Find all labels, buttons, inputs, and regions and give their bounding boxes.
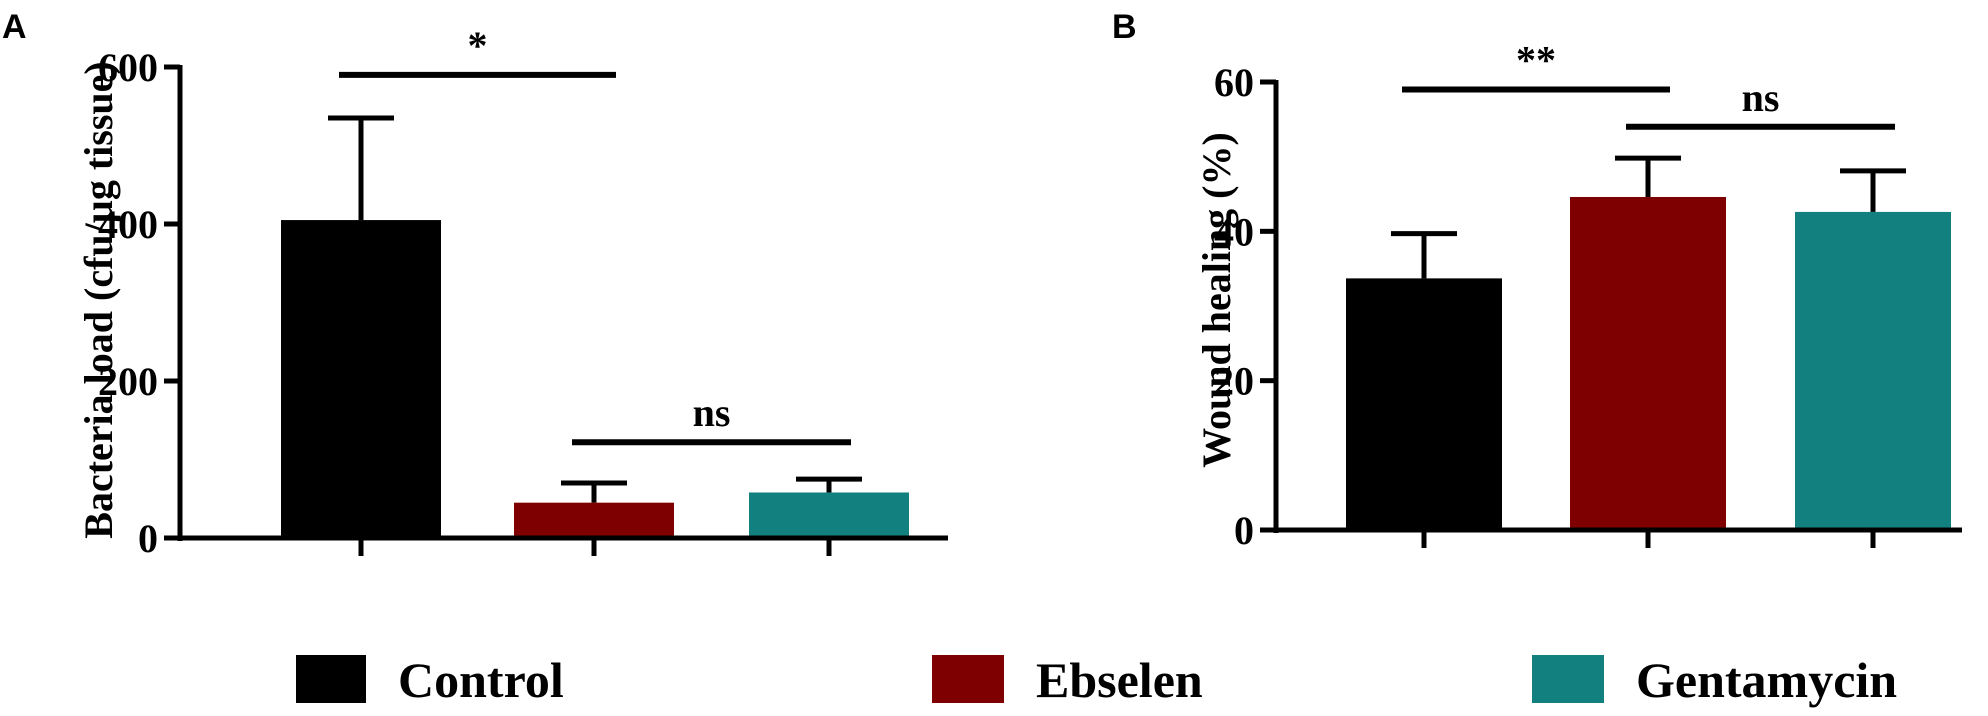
panel-a-label: A [2,8,27,46]
panel-a-bacteria-load-chart: A Bacteria load (cfu/µg tissue) 0 200 400 6… [2,8,948,561]
legend-item-gentamycin: Gentamycin [1532,652,1897,708]
panel-a-bar-ebselen [514,502,674,538]
panel-b-bar-control [1346,278,1502,530]
panel-a-y-axis-title: Bacteria load (cfu/µg tissue) [76,61,121,538]
panel-b-bar-ebselen [1570,196,1726,530]
legend-label-control: Control [398,652,564,708]
panel-b-y-tick-label: 40 [1214,209,1254,254]
legend-label-ebselen: Ebselen [1036,652,1203,708]
panel-a-bar-control [281,220,441,538]
legend-swatch-gentamycin [1532,655,1604,703]
legend: Control Ebselen Gentamycin [296,652,1897,708]
panel-a-significance-label: ns [693,390,731,435]
panel-b-y-tick-label: 60 [1214,60,1254,105]
panel-a-plot-area: 0 200 400 600 * ns [98,23,948,561]
panel-b-y-axis-title: Wound healing (%) [1194,132,1239,468]
panel-b-significance-label: ** [1516,37,1556,82]
panel-b-significance-label: ns [1742,75,1780,120]
legend-swatch-ebselen [932,655,1004,703]
panel-a-y-tick-label: 0 [138,516,158,561]
panel-a-bar-gentamycin [749,492,909,538]
legend-item-control: Control [296,652,564,708]
panel-b-wound-healing-chart: B Wound healing (%) 0 20 40 60 ** ns [1112,8,1962,553]
panel-b-y-tick-label: 0 [1234,508,1254,553]
panel-b-label: B [1112,8,1137,46]
legend-item-ebselen: Ebselen [932,652,1203,708]
panel-a-y-tick-label: 200 [98,359,158,404]
panel-a-y-tick-label: 400 [98,202,158,247]
panel-a-y-tick-label: 600 [98,45,158,90]
panel-b-y-tick-label: 20 [1214,359,1254,404]
legend-swatch-control [296,655,366,703]
panel-b-bar-gentamycin [1795,211,1951,531]
panel-a-significance-label: * [468,23,488,68]
legend-label-gentamycin: Gentamycin [1636,652,1897,708]
panel-b-plot-area: 0 20 40 60 ** ns [1214,37,1962,553]
